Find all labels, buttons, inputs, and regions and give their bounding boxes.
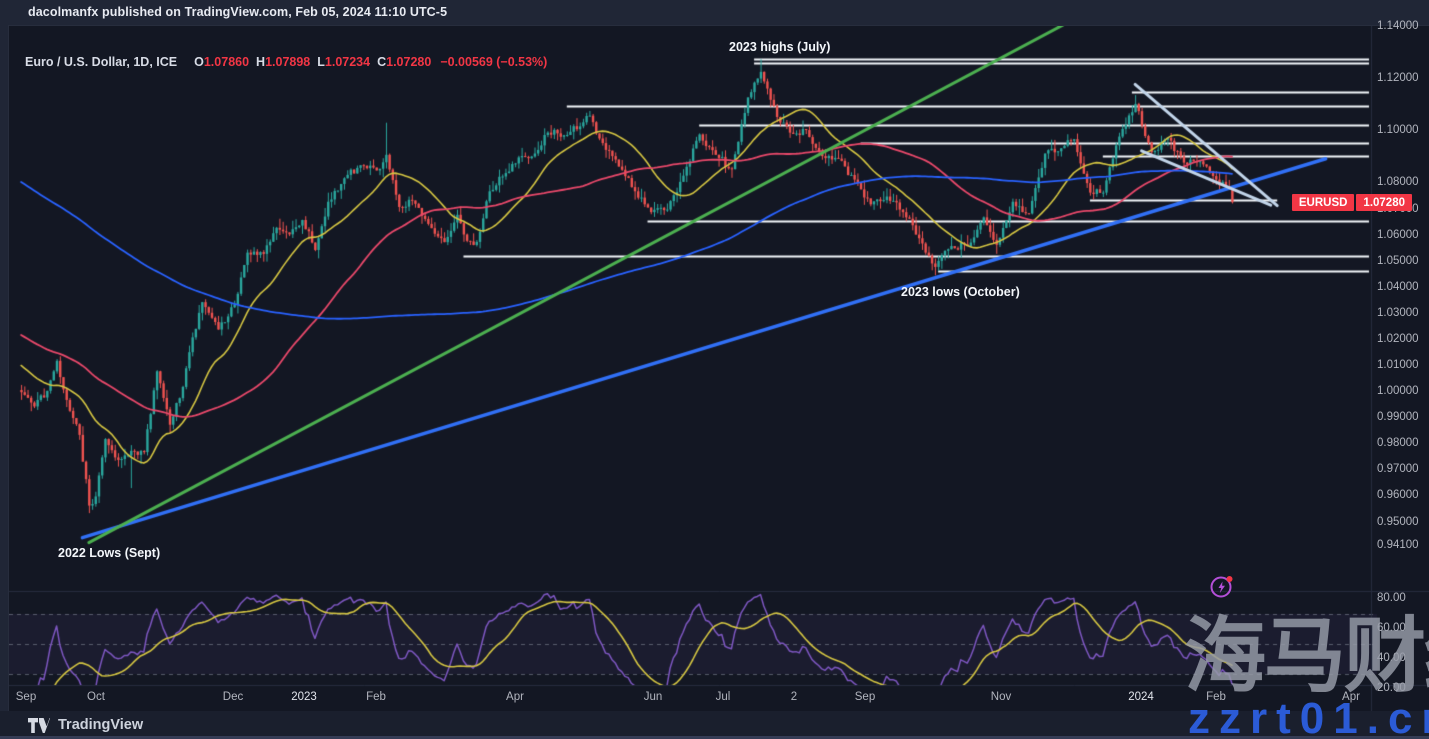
time-tick: Nov bbox=[990, 691, 1012, 703]
price-tag-value: 1.07280 bbox=[1356, 194, 1412, 212]
rsi-tick: 60.00 bbox=[1377, 622, 1406, 634]
time-tick: 2024 bbox=[1128, 691, 1154, 703]
price-tick: 0.98000 bbox=[1377, 437, 1419, 450]
time-tick: Sep bbox=[854, 691, 876, 703]
high-value: 1.07898 bbox=[265, 55, 311, 69]
annotation-2023-highs-july-: 2023 highs (July) bbox=[729, 40, 831, 54]
attribution-text: dacolmanfx published on TradingView.com,… bbox=[28, 5, 448, 19]
time-tick: Sep bbox=[15, 691, 37, 703]
price-tick: 0.94100 bbox=[1377, 538, 1419, 551]
rsi-tick: 20.00 bbox=[1377, 682, 1406, 694]
tradingview-brand-text: TradingView bbox=[58, 717, 144, 733]
open-label: O bbox=[194, 55, 204, 69]
footer-bar: TradingView bbox=[0, 711, 1429, 739]
time-tick: Jun bbox=[643, 691, 663, 703]
price-tick: 1.14000 bbox=[1377, 20, 1419, 32]
price-tick: 1.06000 bbox=[1377, 228, 1419, 241]
chart-region: Euro / U.S. Dollar, 1D, ICE O1.07860 H1.07… bbox=[8, 20, 1429, 712]
close-value: 1.07280 bbox=[386, 55, 432, 69]
high-label: H bbox=[256, 55, 266, 69]
rsi-tick: 80.00 bbox=[1377, 592, 1406, 604]
price-tick: 1.12000 bbox=[1377, 72, 1419, 85]
time-axis[interactable] bbox=[9, 683, 1370, 710]
time-tick: Feb bbox=[366, 691, 386, 703]
tradingview-logo-icon bbox=[28, 717, 50, 733]
tradingview-logo[interactable]: TradingView bbox=[28, 717, 143, 733]
time-tick: Oct bbox=[87, 691, 105, 703]
annotation-2023-lows-october-: 2023 lows (October) bbox=[901, 285, 1020, 299]
price-tick: 1.10000 bbox=[1377, 124, 1419, 137]
price-tag-symbol: EURUSD bbox=[1291, 194, 1355, 212]
time-tick: Feb bbox=[1206, 691, 1226, 703]
close-label: C bbox=[377, 55, 387, 69]
price-tick: 1.03000 bbox=[1377, 306, 1419, 319]
time-tick: Apr bbox=[506, 691, 524, 703]
price-tick: 0.95000 bbox=[1377, 515, 1419, 528]
open-value: 1.07860 bbox=[203, 55, 250, 69]
symbol-title[interactable]: Euro / U.S. Dollar, 1D, ICE bbox=[25, 55, 178, 69]
price-tick: 1.04000 bbox=[1377, 280, 1419, 293]
flash-snapshot-button[interactable] bbox=[1208, 572, 1236, 600]
price-tick: 1.02000 bbox=[1377, 332, 1419, 345]
price-tick: 0.96000 bbox=[1377, 489, 1419, 502]
price-tick: 1.01000 bbox=[1377, 359, 1419, 372]
price-tick: 1.00000 bbox=[1377, 385, 1419, 398]
low-label: L bbox=[317, 55, 325, 69]
last-price-tag: EURUSD 1.07280 bbox=[1291, 194, 1412, 212]
low-value: 1.07234 bbox=[324, 55, 371, 69]
price-tick: 0.97000 bbox=[1377, 463, 1419, 476]
chart-canvas[interactable] bbox=[9, 26, 1429, 712]
time-tick: 2 bbox=[790, 691, 798, 703]
time-tick: Apr bbox=[1342, 691, 1360, 703]
notification-dot bbox=[1226, 576, 1233, 582]
time-tick: 2023 bbox=[291, 691, 317, 703]
window-edge-strip bbox=[0, 736, 1429, 739]
chart-legend: Euro / U.S. Dollar, 1D, ICE O1.07860 H1.07… bbox=[25, 55, 547, 69]
lightning-icon bbox=[1210, 576, 1233, 598]
price-tick: 1.08000 bbox=[1377, 176, 1419, 189]
time-tick: Jul bbox=[715, 691, 731, 703]
annotation-2022-lows-sept-: 2022 Lows (Sept) bbox=[58, 546, 161, 560]
price-tick: 1.05000 bbox=[1377, 254, 1419, 267]
change-value: −0.00569 (−0.53%) bbox=[440, 55, 548, 69]
time-tick: Dec bbox=[222, 691, 244, 703]
rsi-tick: 40.00 bbox=[1377, 652, 1406, 664]
price-tick: 0.99000 bbox=[1377, 411, 1419, 424]
